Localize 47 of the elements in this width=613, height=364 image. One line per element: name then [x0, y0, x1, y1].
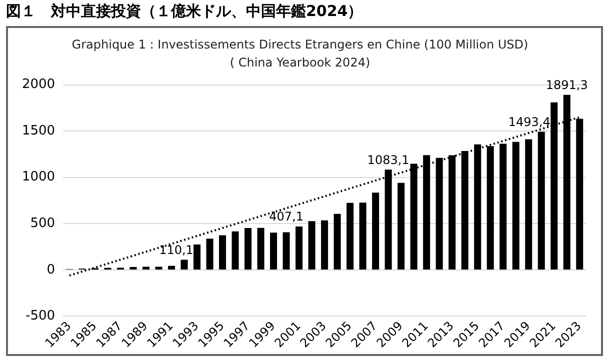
- bar: [257, 228, 264, 270]
- bar: [512, 142, 520, 270]
- bar: [244, 228, 252, 270]
- bar: [448, 155, 456, 270]
- bar: [219, 235, 226, 270]
- bar: [168, 266, 175, 270]
- bar: [410, 164, 418, 270]
- y-tick-label: 1500: [22, 123, 56, 138]
- chart-subtitle: ( China Yearbook 2024): [230, 56, 370, 70]
- data-label: 1891,3: [546, 78, 588, 92]
- y-tick-label: 2000: [22, 77, 56, 92]
- chart-title: Graphique 1 : Investissements Directs Etrangers en Chine (100 Million USD): [72, 37, 528, 52]
- y-tick-label: 1000: [22, 170, 56, 185]
- data-label: 407,1: [269, 210, 304, 224]
- y-tick-label: -500: [26, 308, 56, 324]
- bar: [461, 150, 468, 270]
- bar: [474, 144, 482, 270]
- caption: 図１ 対中直接投資（１億米ドル、中国年鑑2024）: [6, 2, 363, 21]
- y-tick-label: 500: [30, 216, 56, 232]
- bar: [232, 231, 239, 270]
- bar: [486, 146, 494, 270]
- bar: [308, 221, 316, 270]
- bar: [321, 220, 328, 270]
- bar: [359, 202, 366, 270]
- bar: [346, 202, 354, 270]
- bar: [436, 158, 443, 270]
- bar: [334, 214, 341, 270]
- bar: [142, 266, 150, 270]
- bar: [206, 238, 214, 270]
- bar: [372, 192, 380, 270]
- bar: [525, 139, 532, 270]
- data-label: 110,1: [159, 242, 194, 257]
- bar: [270, 232, 278, 270]
- bar: [500, 144, 507, 270]
- bar: [423, 155, 430, 270]
- bar: [130, 266, 137, 270]
- bar: [193, 244, 201, 270]
- data-label: 1083,1: [367, 152, 410, 167]
- bar: [384, 170, 392, 270]
- bar: [282, 232, 290, 270]
- data-label: 1493,4: [508, 114, 550, 129]
- bar: [155, 266, 162, 270]
- bar: [296, 226, 303, 270]
- y-tick-label: 0: [46, 262, 56, 278]
- bar: [398, 182, 405, 270]
- bar: [538, 132, 545, 270]
- bar: [180, 260, 188, 270]
